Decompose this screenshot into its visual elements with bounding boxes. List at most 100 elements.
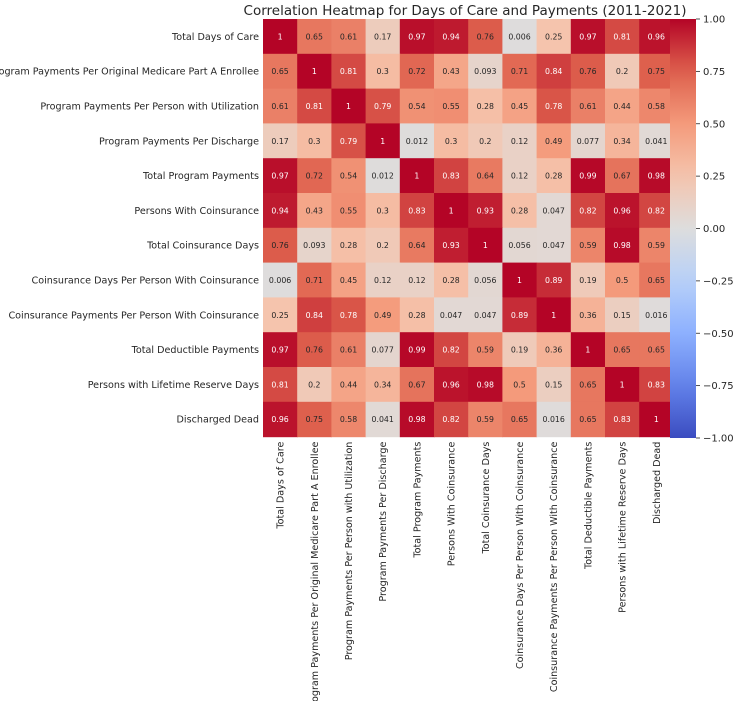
cell-value-label: 0.59 <box>579 241 596 250</box>
cell-value-label: 0.006 <box>508 32 530 41</box>
heatmap-cell <box>639 193 674 229</box>
cell-value-label: 0.012 <box>372 172 394 181</box>
row-label: Total Program Payments <box>142 171 259 182</box>
cell-value-label: 1 <box>551 311 556 320</box>
heatmap-cell <box>605 53 640 90</box>
heatmap-cell <box>297 123 332 159</box>
cell-value-label: 0.76 <box>271 241 288 250</box>
cell-value-label: 0.28 <box>545 172 562 181</box>
heatmap-cell <box>263 88 298 124</box>
cell-value-label: 0.59 <box>477 346 494 355</box>
column-labels: Total Days of Care Program Payments Per O… <box>276 442 663 701</box>
heatmap-cell <box>399 367 435 403</box>
cell-value-label: 0.97 <box>271 346 288 355</box>
cell-value-label: 0.5 <box>513 380 525 389</box>
heatmap-cell <box>263 158 298 194</box>
cell-value-label: 0.83 <box>613 415 630 424</box>
row-labels: Total Days of Care Program Payments Per O… <box>0 32 259 426</box>
cell-value-label: 0.65 <box>511 415 528 424</box>
cell-value-label: 0.96 <box>442 380 459 389</box>
heatmap-cell <box>536 88 572 124</box>
cell-value-label: 0.077 <box>372 346 394 355</box>
heatmap-cell <box>263 297 298 333</box>
column-label: Coinsurance Payments Per Person With Coi… <box>549 442 560 693</box>
heatmap-cell <box>399 262 435 298</box>
heatmap-cell <box>639 53 674 90</box>
cell-value-label: 0.65 <box>579 380 596 389</box>
cell-value-label: 0.61 <box>340 32 357 41</box>
heatmap-cell <box>639 123 674 159</box>
cell-value-label: 0.98 <box>648 172 665 181</box>
heatmap-cell <box>297 19 332 55</box>
heatmap-cell <box>263 227 298 264</box>
column-label: Persons with Lifetime Reserve Days <box>618 442 629 613</box>
cell-value-label: 0.78 <box>545 102 562 111</box>
cell-value-label: 0.76 <box>579 67 596 76</box>
row-label: Program Payments Per Discharge <box>99 136 259 147</box>
heatmap-cell <box>297 262 332 298</box>
cell-value-label: 0.047 <box>440 311 462 320</box>
heatmap-cell <box>331 262 367 298</box>
colorbar-tick-label: −0.50 <box>703 329 734 340</box>
cell-value-label: 0.79 <box>374 102 391 111</box>
heatmap-cell <box>502 19 538 55</box>
cell-value-label: 0.67 <box>613 172 630 181</box>
cell-value-label: 0.056 <box>474 276 496 285</box>
cell-value-label: 0.81 <box>613 32 630 41</box>
heatmap-cell <box>605 262 640 298</box>
heatmap-cell <box>639 227 674 264</box>
heatmap-cell <box>331 332 367 368</box>
cell-value-label: 0.78 <box>340 311 357 320</box>
cell-value-label: 0.12 <box>374 276 391 285</box>
cell-value-label: 0.006 <box>269 276 291 285</box>
row-label: Total Coinsurance Days <box>146 241 259 252</box>
heatmap-cell <box>365 332 401 368</box>
cell-value-label: 1 <box>278 32 283 41</box>
heatmap-cells: 1 0.65 0.61 0.17 0.97 0.94 0.76 0.006 0.25 0.97 0.… <box>263 19 674 438</box>
heatmap-cell <box>365 88 401 124</box>
cell-value-label: 0.36 <box>545 346 562 355</box>
cell-value-label: 1 <box>517 276 522 285</box>
heatmap-cell <box>331 401 367 438</box>
cell-value-label: 0.49 <box>545 137 562 146</box>
row-label: Coinsurance Days Per Person With Coinsur… <box>32 276 260 287</box>
cell-value-label: 0.65 <box>306 32 323 41</box>
heatmap-cell <box>536 193 572 229</box>
cell-value-label: 0.15 <box>545 380 562 389</box>
colorbar-tick-label: 0.25 <box>703 172 725 183</box>
cell-value-label: 0.76 <box>477 32 494 41</box>
heatmap-cell <box>468 297 503 333</box>
cell-value-label: 0.047 <box>474 311 496 320</box>
heatmap-cell <box>365 262 401 298</box>
cell-value-label: 0.89 <box>511 311 528 320</box>
cell-value-label: 0.45 <box>340 276 357 285</box>
cell-value-label: 0.2 <box>479 137 491 146</box>
heatmap-cell <box>297 297 332 333</box>
heatmap-cell <box>536 19 572 55</box>
heatmap-cell <box>399 19 435 55</box>
cell-value-label: 0.93 <box>442 241 459 250</box>
heatmap-cell <box>434 401 469 438</box>
heatmap-cell <box>639 297 674 333</box>
cell-value-label: 0.016 <box>543 415 565 424</box>
heatmap-cell <box>434 88 469 124</box>
cell-value-label: 0.28 <box>340 241 357 250</box>
cell-value-label: 0.28 <box>511 206 528 215</box>
row-label: Total Deductible Payments <box>131 345 259 356</box>
heatmap-cell <box>399 297 435 333</box>
heatmap-cell <box>502 401 538 438</box>
heatmap-cell <box>468 401 503 438</box>
cell-value-label: 0.19 <box>579 276 596 285</box>
heatmap-cell <box>399 332 435 368</box>
cell-value-label: 0.59 <box>648 241 665 250</box>
cell-value-label: 0.056 <box>508 241 530 250</box>
column-label: Persons With Coinsurance <box>447 442 458 567</box>
heatmap-cell <box>434 227 469 264</box>
cell-value-label: 0.12 <box>511 172 528 181</box>
colorbar-tick-label: −0.25 <box>703 276 734 287</box>
heatmap-cell <box>399 123 435 159</box>
cell-value-label: 0.093 <box>303 241 325 250</box>
cell-value-label: 1 <box>654 415 659 424</box>
heatmap-cell <box>468 123 503 159</box>
cell-value-label: 0.28 <box>408 311 425 320</box>
